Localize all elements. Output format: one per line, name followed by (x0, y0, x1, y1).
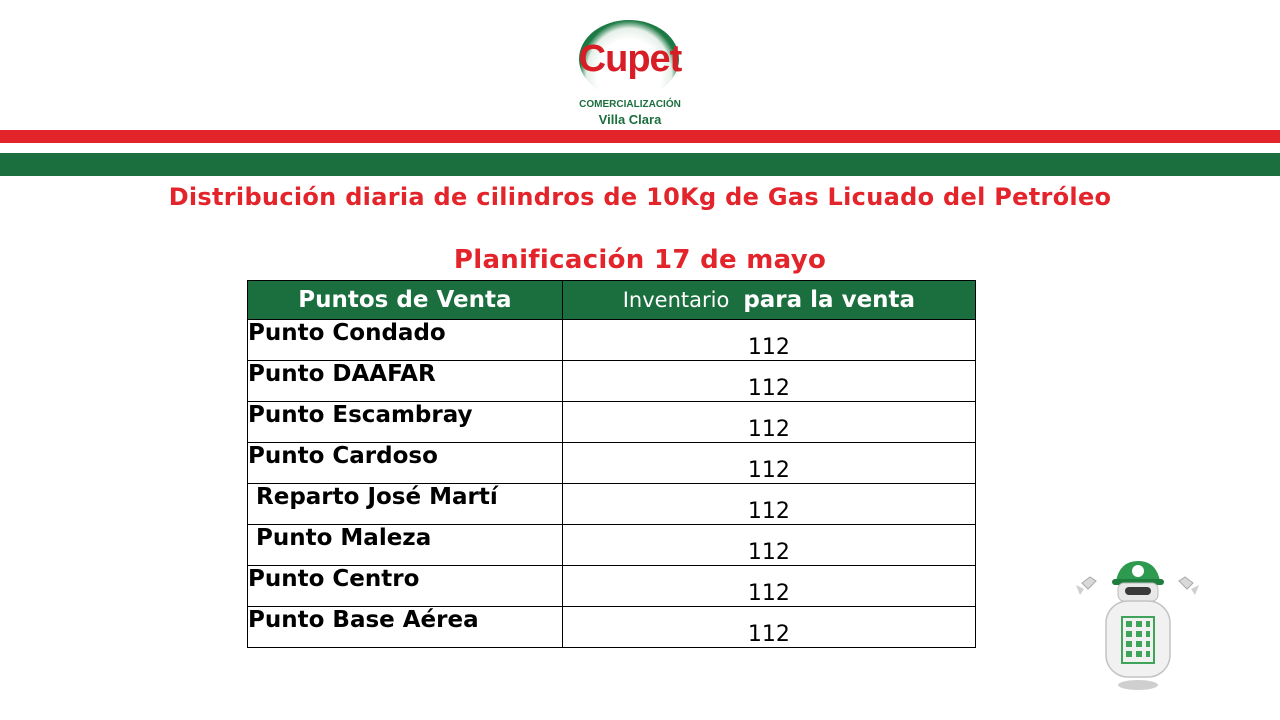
table-row: Punto Condado 112 (247, 319, 977, 361)
table-header-row: Puntos de Venta Inventario para la venta (247, 280, 977, 320)
inventory-value: 112 (561, 483, 977, 525)
mascot-shadow (1118, 680, 1158, 690)
green-stripe (0, 153, 1280, 176)
table-row: Punto Centro 112 (247, 565, 977, 607)
header-points-of-sale: Puntos de Venta (247, 280, 563, 320)
header-inventory: Inventario para la venta (561, 280, 977, 320)
page-title: Distribución diaria de cilindros de 10Kg… (168, 183, 1112, 211)
inventory-value: 112 (561, 606, 977, 648)
inventory-value: 112 (561, 565, 977, 607)
gas-cylinder-mascot-icon (1076, 561, 1199, 690)
point-name: Punto Centro (247, 565, 563, 607)
mascot-right-arm (1178, 576, 1199, 595)
page-subtitle: Planificación 17 de mayo (453, 245, 827, 275)
point-name: Punto Base Aérea (247, 606, 563, 648)
mascot-body (1105, 600, 1171, 678)
logo-location: Villa Clara (598, 112, 662, 127)
red-stripe (0, 130, 1280, 143)
point-name: Punto Cardoso (247, 442, 563, 484)
point-name: Reparto José Martí (247, 483, 563, 525)
inventory-value: 112 (561, 319, 977, 361)
logo-subtitle: COMERCIALIZACIÓN (579, 99, 681, 110)
cupet-logo: Cupet COMERCIALIZACIÓN Villa Clara (572, 14, 688, 130)
point-name: Punto Escambray (247, 401, 563, 443)
header-inventory-light: Inventario (622, 288, 730, 312)
inventory-value: 112 (561, 442, 977, 484)
table-row: Punto Maleza 112 (247, 524, 977, 566)
table-row: Punto Base Aérea 112 (247, 606, 977, 648)
header-inventory-bold: para la venta (743, 287, 916, 313)
point-name: Punto Maleza (247, 524, 563, 566)
table-row: Punto Cardoso 112 (247, 442, 977, 484)
table-row: Punto DAAFAR 112 (247, 360, 977, 402)
inventory-value: 112 (561, 360, 977, 402)
logo-brand: Cupet (578, 38, 683, 80)
point-name: Punto Condado (247, 319, 563, 361)
logo-emblem (579, 20, 679, 98)
point-name: Punto DAAFAR (247, 360, 563, 402)
table-row: Reparto José Martí 112 (247, 483, 977, 525)
mascot-left-arm (1076, 576, 1097, 595)
distribution-table: Puntos de Venta Inventario para la venta … (247, 280, 977, 648)
inventory-value: 112 (561, 524, 977, 566)
inventory-value: 112 (561, 401, 977, 443)
table-row: Punto Escambray 112 (247, 401, 977, 443)
